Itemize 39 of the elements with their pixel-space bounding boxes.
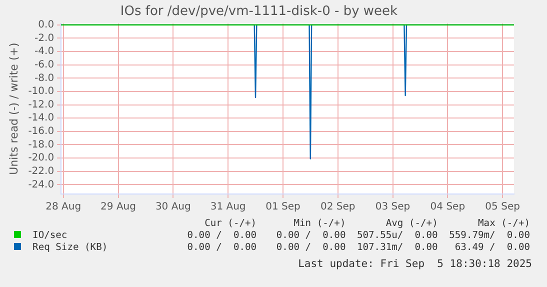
y-axis-title: Units read (-) / write (+) bbox=[7, 42, 20, 175]
y-tick-label: -8.0 bbox=[34, 72, 54, 84]
text: 63.49 / 0.00 bbox=[454, 242, 530, 254]
text: 107.31m/ 0.00 bbox=[356, 242, 438, 254]
y-tick-label: -24.0 bbox=[28, 179, 54, 190]
legend-label: IO/sec bbox=[32, 230, 68, 242]
text: Cur (-/+) bbox=[204, 218, 257, 230]
y-tick-label: -20.0 bbox=[28, 152, 54, 164]
text: 559.79m/ 0.00 bbox=[448, 230, 530, 242]
y-tick-label: -22.0 bbox=[28, 166, 54, 177]
y-tick-label: -12.0 bbox=[28, 99, 54, 110]
x-tick-label: 05 Sep bbox=[485, 202, 520, 213]
text: Max (-/+) bbox=[477, 218, 530, 230]
y-tick-label: -14.0 bbox=[28, 112, 54, 124]
text: 507.55u/ 0.00 bbox=[356, 230, 438, 242]
x-tick-label: 03 Sep bbox=[375, 202, 410, 213]
text: Min (-/+) bbox=[292, 218, 346, 230]
y-tick-label: -10.0 bbox=[28, 86, 54, 98]
y-tick-label: -2.0 bbox=[34, 32, 54, 44]
text: 0.00 / 0.00 bbox=[186, 242, 257, 254]
text: 0.00 / 0.00 bbox=[275, 230, 346, 242]
y-tick-label: -16.0 bbox=[28, 126, 54, 138]
text: 0.00 / 0.00 bbox=[186, 230, 257, 242]
x-tick-label: 02 Sep bbox=[320, 202, 356, 213]
text: Last update: Fri Sep 5 18:30:18 2025 bbox=[298, 258, 532, 270]
chart-title: IOs for /dev/pve/vm-1111-disk-0 - by week bbox=[120, 4, 398, 20]
x-tick-label: 01 Sep bbox=[266, 202, 300, 213]
x-tick-label: 29 Aug bbox=[100, 202, 136, 213]
text: Avg (-/+) bbox=[384, 218, 438, 230]
y-tick-label: -4.0 bbox=[34, 46, 54, 58]
y-tick-label: 0.0 bbox=[38, 20, 54, 31]
x-tick-label: 31 Aug bbox=[210, 202, 246, 213]
y-tick-label: -18.0 bbox=[28, 139, 54, 150]
legend-label: Req Size (KB) bbox=[32, 242, 109, 254]
y-tick-label: -6.0 bbox=[34, 59, 54, 70]
x-tick-label: 04 Sep bbox=[430, 202, 466, 213]
x-tick-label: 30 Aug bbox=[155, 202, 191, 213]
text: 0.00 / 0.00 bbox=[275, 242, 346, 254]
x-tick-label: 28 Aug bbox=[46, 202, 82, 213]
